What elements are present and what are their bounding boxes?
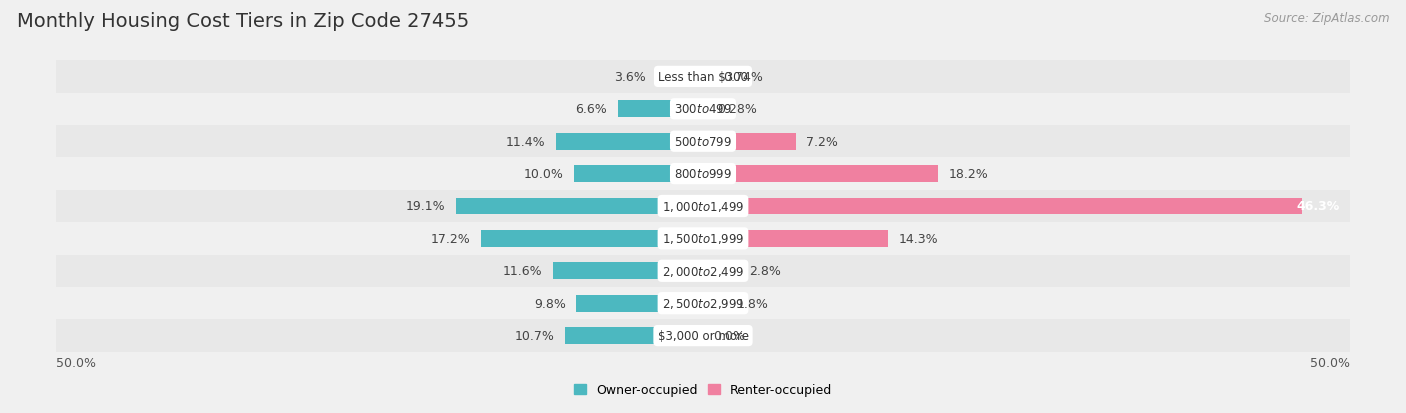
Bar bbox=[56, 93, 1350, 126]
Text: 10.0%: 10.0% bbox=[523, 168, 564, 180]
Bar bbox=[56, 320, 1350, 352]
Text: 0.74%: 0.74% bbox=[723, 71, 763, 84]
Text: 46.3%: 46.3% bbox=[1296, 200, 1340, 213]
Bar bbox=[565, 328, 703, 344]
Text: 14.3%: 14.3% bbox=[898, 233, 938, 245]
Bar bbox=[703, 101, 707, 118]
Bar bbox=[574, 166, 703, 183]
Text: $300 to $499: $300 to $499 bbox=[673, 103, 733, 116]
Legend: Owner-occupied, Renter-occupied: Owner-occupied, Renter-occupied bbox=[574, 384, 832, 396]
Bar bbox=[657, 69, 703, 85]
Text: 17.2%: 17.2% bbox=[430, 233, 470, 245]
Bar bbox=[576, 295, 703, 312]
Text: 10.7%: 10.7% bbox=[515, 329, 554, 342]
Text: $500 to $799: $500 to $799 bbox=[673, 135, 733, 148]
Bar bbox=[703, 69, 713, 85]
Bar bbox=[703, 295, 727, 312]
Bar bbox=[456, 198, 703, 215]
Text: 9.8%: 9.8% bbox=[534, 297, 565, 310]
Text: $1,000 to $1,499: $1,000 to $1,499 bbox=[662, 199, 744, 214]
Bar bbox=[56, 287, 1350, 320]
Bar bbox=[56, 126, 1350, 158]
Text: 3.6%: 3.6% bbox=[614, 71, 647, 84]
Text: 0.0%: 0.0% bbox=[713, 329, 745, 342]
Bar bbox=[56, 158, 1350, 190]
Text: Less than $300: Less than $300 bbox=[658, 71, 748, 84]
Text: $2,000 to $2,499: $2,000 to $2,499 bbox=[662, 264, 744, 278]
Text: 50.0%: 50.0% bbox=[56, 356, 96, 369]
Bar bbox=[56, 61, 1350, 93]
Bar bbox=[56, 255, 1350, 287]
Text: $2,500 to $2,999: $2,500 to $2,999 bbox=[662, 297, 744, 311]
Text: 1.8%: 1.8% bbox=[737, 297, 769, 310]
Text: 18.2%: 18.2% bbox=[949, 168, 988, 180]
Bar bbox=[703, 263, 740, 280]
Text: 11.6%: 11.6% bbox=[503, 265, 543, 278]
Bar bbox=[56, 223, 1350, 255]
Text: $3,000 or more: $3,000 or more bbox=[658, 329, 748, 342]
Text: Source: ZipAtlas.com: Source: ZipAtlas.com bbox=[1264, 12, 1389, 25]
Bar bbox=[703, 166, 938, 183]
Bar bbox=[703, 198, 1302, 215]
Bar bbox=[555, 133, 703, 150]
Text: 6.6%: 6.6% bbox=[575, 103, 607, 116]
Bar bbox=[553, 263, 703, 280]
Text: 0.28%: 0.28% bbox=[717, 103, 756, 116]
Text: 2.8%: 2.8% bbox=[749, 265, 782, 278]
Text: $800 to $999: $800 to $999 bbox=[673, 168, 733, 180]
Text: 19.1%: 19.1% bbox=[406, 200, 446, 213]
Bar bbox=[56, 190, 1350, 223]
Bar bbox=[703, 230, 889, 247]
Bar bbox=[703, 133, 796, 150]
Text: 11.4%: 11.4% bbox=[506, 135, 546, 148]
Text: 50.0%: 50.0% bbox=[1310, 356, 1350, 369]
Bar bbox=[481, 230, 703, 247]
Bar bbox=[617, 101, 703, 118]
Text: 7.2%: 7.2% bbox=[807, 135, 838, 148]
Text: Monthly Housing Cost Tiers in Zip Code 27455: Monthly Housing Cost Tiers in Zip Code 2… bbox=[17, 12, 470, 31]
Text: $1,500 to $1,999: $1,500 to $1,999 bbox=[662, 232, 744, 246]
